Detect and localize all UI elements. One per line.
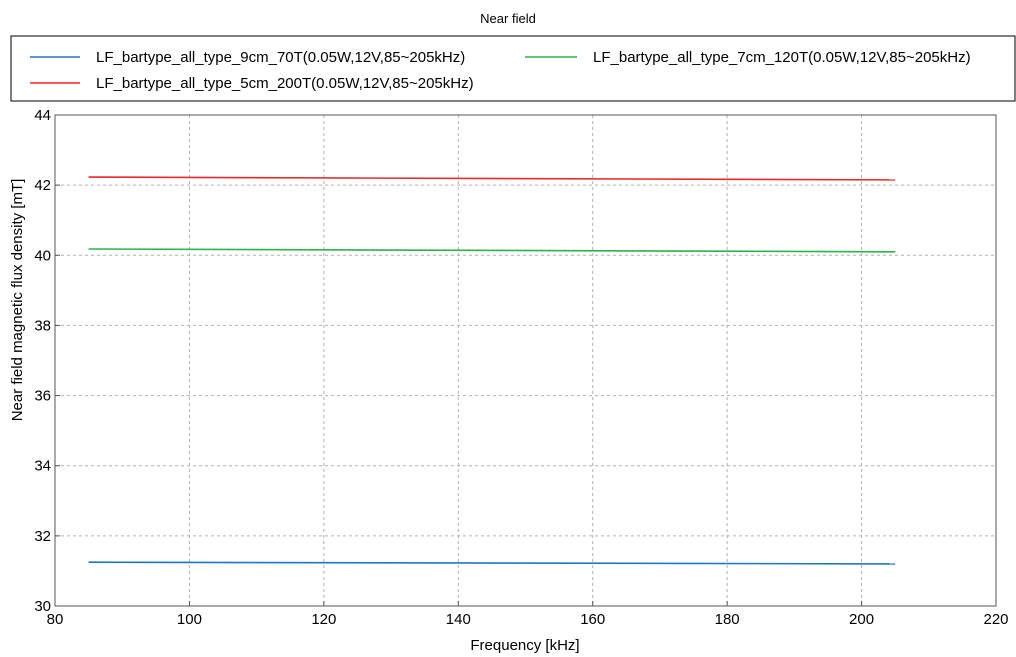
- y-tick-label: 32: [34, 528, 51, 545]
- plot-lines: [88, 176, 896, 565]
- x-tick-label: 200: [849, 611, 874, 628]
- y-tick-label: 40: [34, 247, 51, 264]
- y-tick-label: 36: [34, 388, 51, 405]
- x-tick-label: 120: [311, 611, 336, 628]
- x-tick-label: 100: [177, 611, 202, 628]
- x-axis: 80 100 120 140 160 180 200 220: [47, 601, 1009, 628]
- legend-box: [10, 35, 1016, 102]
- x-tick-label: 180: [715, 611, 740, 628]
- legend-label-0: LF_bartype_all_type_9cm_70T(0.05W,12V,85…: [96, 49, 465, 66]
- y-axis-title: Near field magnetic flux density [mT]: [9, 179, 26, 422]
- series-line-1: [88, 248, 896, 253]
- plot-frame: [54, 114, 997, 607]
- legend-label-1: LF_bartype_all_type_7cm_120T(0.05W,12V,8…: [593, 49, 971, 66]
- x-tick-label: 140: [446, 611, 471, 628]
- x-tick-label: 220: [983, 611, 1008, 628]
- series-line-0: [88, 561, 896, 565]
- x-tick-label: 80: [47, 611, 64, 628]
- y-tick-label: 44: [34, 107, 51, 124]
- y-tick-label: 34: [34, 458, 51, 475]
- grid: [55, 115, 996, 606]
- x-tick-label: 160: [580, 611, 605, 628]
- y-tick-label: 42: [34, 177, 51, 194]
- chart-title: Near field: [480, 11, 536, 26]
- y-tick-label: 30: [34, 598, 51, 615]
- y-tick-label: 38: [34, 317, 51, 334]
- y-axis: 30 32 34 36 38 40 42 44: [34, 107, 60, 615]
- series-line-2: [88, 176, 896, 181]
- x-axis-title: Frequency [kHz]: [470, 637, 579, 654]
- legend-label-2: LF_bartype_all_type_5cm_200T(0.05W,12V,8…: [96, 75, 474, 92]
- legend: LF_bartype_all_type_9cm_70T(0.05W,12V,85…: [10, 35, 1016, 102]
